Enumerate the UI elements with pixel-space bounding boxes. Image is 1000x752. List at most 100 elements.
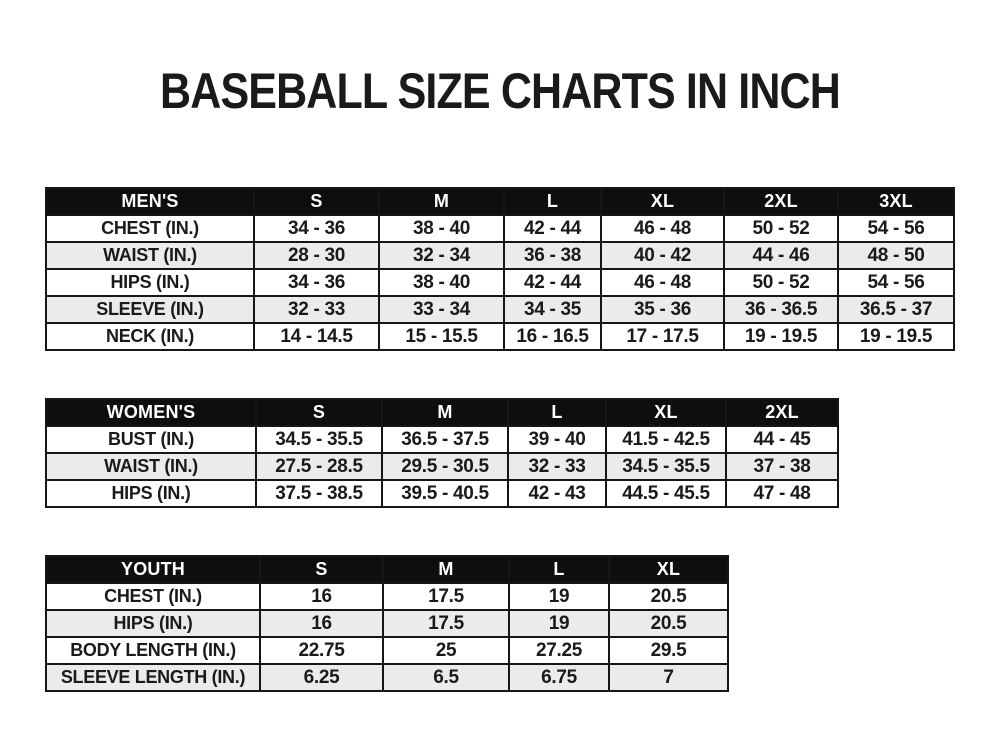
size-value-cell: 41.5 - 42.5 [605, 425, 727, 454]
measurement-row: SLEEVE LENGTH (IN.) 6.25 6.5 6.75 7 [45, 663, 729, 692]
size-value-cell: 32 - 33 [253, 295, 380, 324]
table-title-cell: WOMEN'S [45, 398, 257, 427]
size-value-cell: 17 - 17.5 [600, 322, 725, 351]
measurement-label-cell: BODY LENGTH (IN.) [45, 636, 261, 665]
size-column-header: M [381, 398, 509, 427]
measurement-label-cell: NECK (IN.) [45, 322, 255, 351]
measurement-row: WAIST (IN.) 27.5 - 28.5 29.5 - 30.5 32 - 33… [45, 452, 839, 481]
size-value-cell: 19 - 19.5 [837, 322, 955, 351]
size-column-header: S [259, 555, 384, 584]
size-column-header: XL [605, 398, 727, 427]
size-value-cell: 54 - 56 [837, 268, 955, 297]
size-value-cell: 29.5 - 30.5 [381, 452, 509, 481]
size-value-cell: 16 [259, 582, 384, 611]
size-value-cell: 20.5 [608, 609, 729, 638]
size-value-cell: 29.5 [608, 636, 729, 665]
size-value-cell: 47 - 48 [725, 479, 839, 508]
size-value-cell: 44 - 46 [723, 241, 839, 270]
size-value-cell: 48 - 50 [837, 241, 955, 270]
size-value-cell: 17.5 [382, 609, 510, 638]
size-value-cell: 54 - 56 [837, 214, 955, 243]
size-value-cell: 42 - 43 [507, 479, 607, 508]
size-column-header: XL [608, 555, 729, 584]
size-value-cell: 50 - 52 [723, 268, 839, 297]
size-value-cell: 28 - 30 [253, 241, 380, 270]
measurement-label-cell: SLEEVE (IN.) [45, 295, 255, 324]
measurement-row: BODY LENGTH (IN.) 22.75 25 27.25 29.5 [45, 636, 729, 665]
size-value-cell: 16 - 16.5 [503, 322, 602, 351]
size-value-cell: 15 - 15.5 [378, 322, 505, 351]
size-value-cell: 6.5 [382, 663, 510, 692]
measurement-label-cell: SLEEVE LENGTH (IN.) [45, 663, 261, 692]
womens-size-table: WOMEN'S S M L XL 2XL BUST (IN.) 34.5 - 35.5 36.5… [45, 398, 839, 508]
table-title-cell: YOUTH [45, 555, 261, 584]
size-table-header-row: WOMEN'S S M L XL 2XL [45, 398, 839, 427]
size-column-header: M [378, 187, 505, 216]
size-value-cell: 34.5 - 35.5 [605, 452, 727, 481]
measurement-row: SLEEVE (IN.) 32 - 33 33 - 34 34 - 35 35 - 36… [45, 295, 955, 324]
size-value-cell: 19 [508, 609, 610, 638]
measurement-label-cell: CHEST (IN.) [45, 582, 261, 611]
size-table-header-row: YOUTH S M L XL [45, 555, 729, 584]
size-value-cell: 16 [259, 609, 384, 638]
measurement-row: CHEST (IN.) 16 17.5 19 20.5 [45, 582, 729, 611]
size-value-cell: 40 - 42 [600, 241, 725, 270]
size-value-cell: 36 - 36.5 [723, 295, 839, 324]
size-value-cell: 19 - 19.5 [723, 322, 839, 351]
size-value-cell: 34 - 36 [253, 268, 380, 297]
size-value-cell: 27.5 - 28.5 [255, 452, 383, 481]
measurement-label-cell: CHEST (IN.) [45, 214, 255, 243]
size-value-cell: 50 - 52 [723, 214, 839, 243]
size-value-cell: 27.25 [508, 636, 610, 665]
measurement-row: HIPS (IN.) 16 17.5 19 20.5 [45, 609, 729, 638]
measurement-row: WAIST (IN.) 28 - 30 32 - 34 36 - 38 40 - 42 4… [45, 241, 955, 270]
size-value-cell: 6.25 [259, 663, 384, 692]
size-value-cell: 32 - 33 [507, 452, 607, 481]
measurement-label-cell: HIPS (IN.) [45, 268, 255, 297]
size-column-header: M [382, 555, 510, 584]
size-value-cell: 37 - 38 [725, 452, 839, 481]
size-column-header: L [508, 555, 610, 584]
size-value-cell: 22.75 [259, 636, 384, 665]
measurement-row: HIPS (IN.) 34 - 36 38 - 40 42 - 44 46 - 48 50… [45, 268, 955, 297]
size-value-cell: 36.5 - 37.5 [381, 425, 509, 454]
size-value-cell: 32 - 34 [378, 241, 505, 270]
measurement-label-cell: WAIST (IN.) [45, 452, 257, 481]
youth-size-table: YOUTH S M L XL CHEST (IN.) 16 17.5 19 20.5 HIPS (I… [45, 555, 729, 692]
size-value-cell: 36.5 - 37 [837, 295, 955, 324]
size-value-cell: 6.75 [508, 663, 610, 692]
size-value-cell: 20.5 [608, 582, 729, 611]
measurement-label-cell: HIPS (IN.) [45, 479, 257, 508]
measurement-row: CHEST (IN.) 34 - 36 38 - 40 42 - 44 46 - 48 5… [45, 214, 955, 243]
size-value-cell: 38 - 40 [378, 214, 505, 243]
measurement-row: HIPS (IN.) 37.5 - 38.5 39.5 - 40.5 42 - 43 4… [45, 479, 839, 508]
size-value-cell: 42 - 44 [503, 268, 602, 297]
table-title-cell: MEN'S [45, 187, 255, 216]
measurement-label-cell: BUST (IN.) [45, 425, 257, 454]
size-value-cell: 19 [508, 582, 610, 611]
size-value-cell: 44 - 45 [725, 425, 839, 454]
size-value-cell: 25 [382, 636, 510, 665]
size-value-cell: 46 - 48 [600, 214, 725, 243]
size-column-header: L [507, 398, 607, 427]
size-column-header: S [255, 398, 383, 427]
size-value-cell: 17.5 [382, 582, 510, 611]
size-table-header-row: MEN'S S M L XL 2XL 3XL [45, 187, 955, 216]
mens-size-table: MEN'S S M L XL 2XL 3XL CHEST (IN.) 34 - 36 38 - 4… [45, 187, 955, 351]
size-column-header: XL [600, 187, 725, 216]
size-value-cell: 35 - 36 [600, 295, 725, 324]
size-value-cell: 37.5 - 38.5 [255, 479, 383, 508]
measurement-row: BUST (IN.) 34.5 - 35.5 36.5 - 37.5 39 - 40 4… [45, 425, 839, 454]
size-value-cell: 39 - 40 [507, 425, 607, 454]
size-value-cell: 33 - 34 [378, 295, 505, 324]
measurement-label-cell: WAIST (IN.) [45, 241, 255, 270]
size-column-header: 3XL [837, 187, 955, 216]
size-value-cell: 14 - 14.5 [253, 322, 380, 351]
size-column-header: 2XL [725, 398, 839, 427]
size-value-cell: 34 - 36 [253, 214, 380, 243]
size-value-cell: 44.5 - 45.5 [605, 479, 727, 508]
size-value-cell: 38 - 40 [378, 268, 505, 297]
size-value-cell: 34.5 - 35.5 [255, 425, 383, 454]
size-value-cell: 34 - 35 [503, 295, 602, 324]
